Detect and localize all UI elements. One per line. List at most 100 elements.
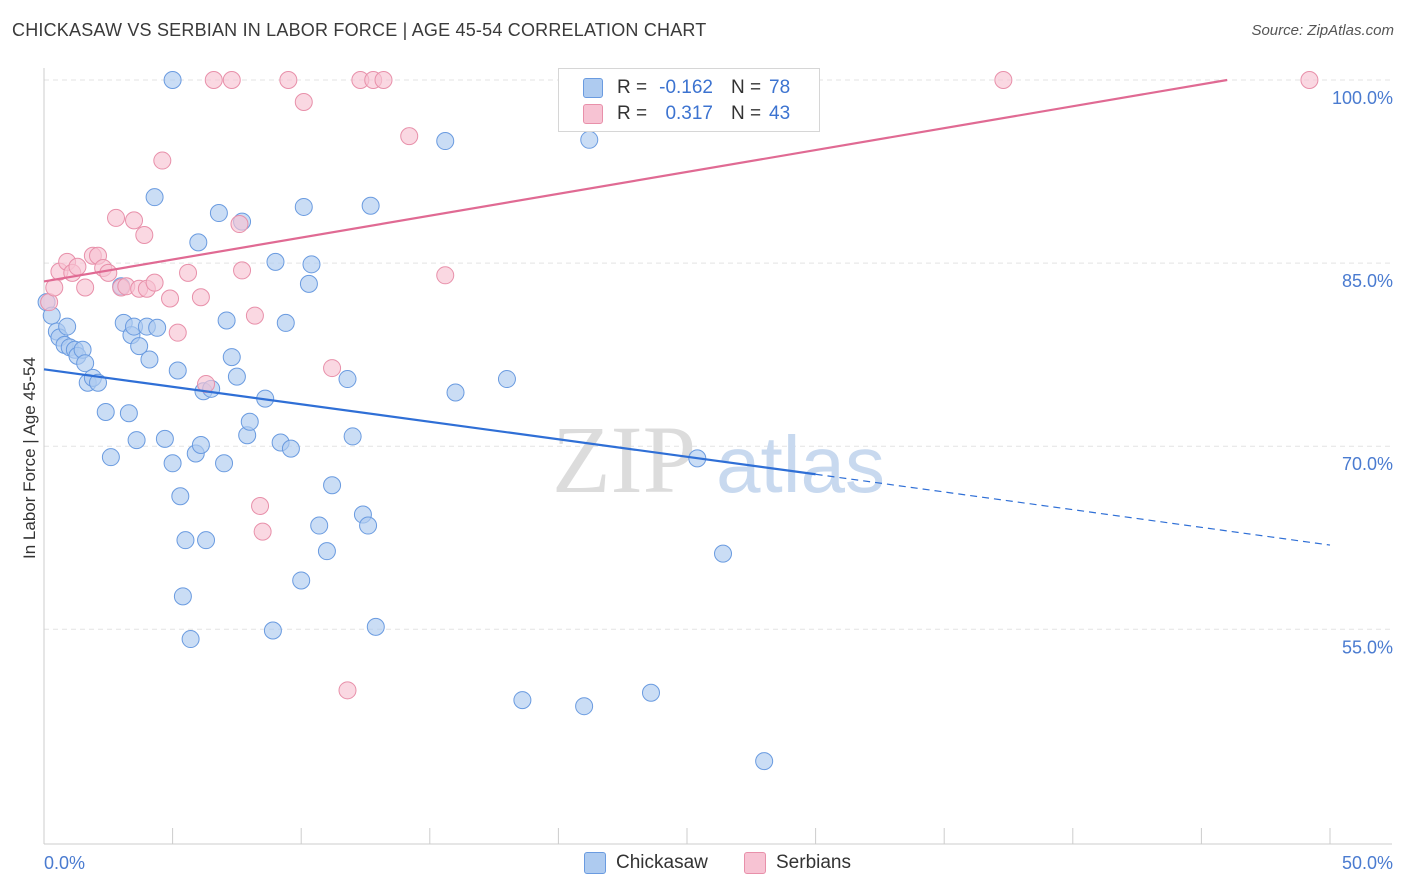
- chickasaw-point: [189, 233, 208, 252]
- chickasaw-point: [173, 587, 192, 606]
- legend: R = -0.162 N = 78 R = 0.317 N = 43: [558, 68, 820, 132]
- x-tick-label: 50.0%: [1342, 853, 1393, 873]
- chart-title: CHICKASAW VS SERBIAN IN LABOR FORCE | AG…: [12, 20, 707, 40]
- serbians-trendline: [43, 78, 1228, 283]
- chickasaw-point: [171, 487, 190, 506]
- chickasaw-point: [323, 476, 342, 495]
- chickasaw-points: [37, 71, 774, 771]
- bottom-legend-label-chickasaw: Chickasaw: [616, 852, 708, 873]
- chickasaw-point: [140, 350, 159, 369]
- chickasaw-point: [222, 348, 241, 367]
- serbians-point: [153, 151, 172, 170]
- chickasaw-point: [343, 427, 362, 446]
- serbians-point: [233, 261, 252, 280]
- serbians-point: [68, 257, 87, 276]
- y-tick-label: 70.0%: [1342, 454, 1393, 474]
- serbians-point: [125, 211, 144, 230]
- chickasaw-point: [641, 683, 660, 702]
- serbians-point: [161, 289, 180, 308]
- chickasaw-point: [299, 274, 318, 293]
- chickasaw-point: [176, 531, 195, 550]
- chickasaw-point: [497, 370, 516, 389]
- chickasaw-point: [240, 412, 259, 431]
- legend-r-value: -0.162: [659, 77, 713, 98]
- legend-r-label: R =: [617, 77, 648, 98]
- chickasaw-point: [276, 313, 295, 332]
- chickasaw-point: [266, 252, 285, 271]
- bottom-legend-swatch-serbians: [744, 852, 766, 874]
- chickasaw-point: [168, 361, 187, 380]
- legend-swatch-serbians: [583, 104, 603, 124]
- y-axis-label: In Labor Force | Age 45-54: [20, 357, 39, 559]
- serbians-point: [76, 278, 95, 297]
- chickasaw-point: [191, 435, 210, 454]
- legend-n-label: N =: [731, 103, 762, 124]
- serbians-point: [99, 263, 118, 282]
- chickasaw-point: [755, 752, 774, 771]
- serbians-point: [1300, 71, 1319, 89]
- x-tick-labels: 0.0% 50.0%: [44, 853, 1393, 873]
- legend-r-label: R =: [617, 103, 648, 124]
- chickasaw-point: [181, 630, 200, 649]
- chickasaw-point: [310, 516, 329, 535]
- serbians-point: [436, 266, 455, 285]
- serbians-point: [323, 359, 342, 378]
- serbians-point: [168, 323, 187, 342]
- chickasaw-point: [227, 367, 246, 386]
- chickasaw-point: [294, 197, 313, 216]
- chickasaw-point: [127, 431, 146, 450]
- chickasaw-point: [359, 516, 378, 535]
- chickasaw-point: [338, 370, 357, 389]
- serbians-points: [40, 71, 1319, 700]
- chickasaw-trendline: [43, 368, 816, 476]
- y-tick-label: 85.0%: [1342, 271, 1393, 291]
- chickasaw-point: [89, 373, 108, 392]
- serbians-point: [338, 681, 357, 700]
- legend-n-label: N =: [731, 77, 762, 98]
- serbians-point: [294, 92, 313, 111]
- serbians-point: [230, 215, 249, 234]
- chickasaw-point: [163, 71, 182, 89]
- chickasaw-point: [292, 571, 311, 590]
- chickasaw-point: [436, 132, 455, 151]
- chickasaw-point: [119, 404, 138, 423]
- chickasaw-point: [302, 255, 321, 274]
- x-tick-label: 0.0%: [44, 853, 85, 873]
- serbians-point: [253, 522, 272, 541]
- legend-n-value: 43: [769, 103, 791, 124]
- serbians-point: [279, 71, 298, 89]
- y-tick-label: 55.0%: [1342, 637, 1393, 657]
- chickasaw-point: [513, 691, 532, 710]
- legend-r-value: 0.317: [665, 103, 713, 124]
- serbians-point: [145, 273, 164, 292]
- chickasaw-point: [148, 318, 167, 337]
- legend-swatch-chickasaw: [583, 78, 603, 98]
- chickasaw-point: [281, 439, 300, 458]
- chickasaw-point: [714, 544, 733, 563]
- watermark: ZIP atlas: [552, 406, 885, 513]
- serbians-point: [374, 71, 393, 89]
- serbians-point: [191, 288, 210, 307]
- bottom-legend-chickasaw: Chickasaw: [584, 852, 708, 874]
- chickasaw-point: [217, 311, 236, 330]
- chickasaw-point: [215, 454, 234, 473]
- chickasaw-point: [575, 697, 594, 716]
- chickasaw-point: [580, 130, 599, 149]
- chickasaw-point: [317, 542, 336, 561]
- serbians-point: [245, 306, 264, 325]
- bottom-legend-swatch-chickasaw: [584, 852, 606, 874]
- chickasaw-point: [197, 531, 216, 550]
- y-tick-label: 100.0%: [1332, 88, 1393, 108]
- y-tick-labels: 100.0% 85.0% 70.0% 55.0%: [1332, 88, 1393, 657]
- serbians-point: [204, 71, 223, 89]
- chickasaw-point: [96, 403, 115, 422]
- serbians-point: [179, 263, 198, 282]
- chickasaw-point: [163, 454, 182, 473]
- chickasaw-point: [76, 354, 95, 373]
- chickasaw-point: [209, 204, 228, 223]
- legend-row-chickasaw: R = -0.162 N = 78: [583, 75, 790, 101]
- watermark-zip: ZIP: [552, 406, 696, 513]
- bottom-legend-label-serbians: Serbians: [776, 852, 851, 873]
- chickasaw-point: [145, 188, 164, 207]
